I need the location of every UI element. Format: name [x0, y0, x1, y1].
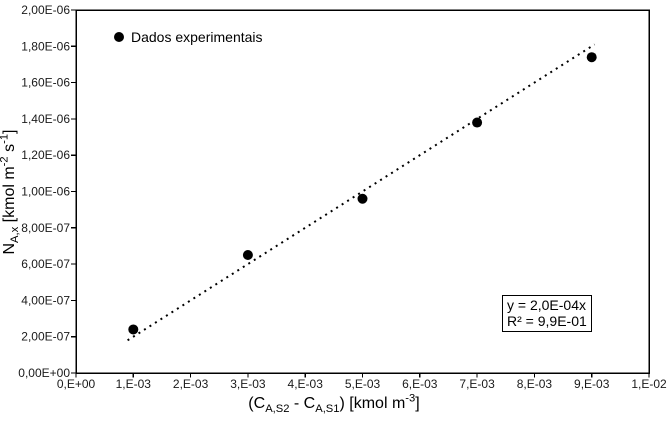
y-tick-label: 6,00E-07 [21, 257, 70, 271]
y-tick-label: 1,20E-06 [21, 148, 70, 162]
x-tick-label: 8,E-03 [517, 377, 553, 391]
y-axis-title: NA,x [kmol m-2 s-1] [0, 12, 23, 372]
axis-title-segment: -1 [0, 133, 11, 144]
x-tick-label: 7,E-03 [459, 377, 495, 391]
trendline-r-squared-text: R² = 9,9E-01 [507, 313, 587, 329]
x-tick-label: 6,E-03 [402, 377, 438, 391]
y-tick-label: 1,40E-06 [21, 112, 70, 126]
data-point [472, 117, 483, 128]
axis-title-segment: -2 [0, 156, 11, 167]
axis-title-segment: -3 [405, 392, 416, 405]
data-point [128, 324, 139, 335]
x-axis-title: (CA,S2 - CA,S1) [kmol m-3] [0, 392, 668, 416]
x-tick-label: 2,E-03 [173, 377, 209, 391]
x-tick-label: 1,E-03 [116, 377, 152, 391]
axis-title-segment: (C [248, 395, 266, 412]
axis-title-segment: N [1, 242, 18, 255]
axis-title-segment: A,x [9, 226, 22, 243]
axis-title-segment: ) [kmol m [339, 395, 406, 412]
y-tick-label: 1,60E-06 [21, 76, 70, 90]
axis-title-segment: A,S2 [265, 403, 290, 416]
x-tick-label: 0,E+00 [57, 377, 96, 391]
y-tick-label: 1,00E-06 [21, 185, 70, 199]
trendline-equation-text: y = 2,0E-04x [507, 297, 586, 313]
axis-title-segment: A,S1 [315, 403, 340, 416]
legend-label: Dados experimentais [131, 29, 263, 45]
data-point [586, 52, 597, 63]
data-point [357, 193, 368, 204]
y-tick-label: 8,00E-07 [21, 221, 70, 235]
x-tick-label: 4,E-03 [288, 377, 324, 391]
axis-title-segment: ] [415, 395, 420, 412]
y-tick-label: 4,00E-07 [21, 293, 70, 307]
axis-title-segment: s [1, 143, 18, 157]
x-tick-label: 3,E-03 [230, 377, 266, 391]
x-tick-label: 9,E-03 [574, 377, 610, 391]
y-tick-label: 0,00E+00 [18, 366, 70, 380]
y-tick-label: 2,00E-06 [21, 3, 70, 17]
x-tick-label: 1,E-02 [631, 377, 667, 391]
data-point [242, 250, 253, 261]
trendline-dotted [127, 43, 596, 342]
axis-title-segment: [kmol m [1, 166, 18, 227]
legend-marker-circle-icon [114, 32, 124, 42]
legend: Dados experimentais [114, 29, 263, 45]
x-tick-label: 5,E-03 [345, 377, 381, 391]
y-tick-label: 2,00E-07 [21, 330, 70, 344]
trendline-equation-box: y = 2,0E-04x R² = 9,9E-01 [502, 295, 592, 332]
y-tick-label: 1,80E-06 [21, 39, 70, 53]
axis-title-segment: ] [1, 129, 18, 134]
axis-title-segment: - C [289, 395, 316, 412]
